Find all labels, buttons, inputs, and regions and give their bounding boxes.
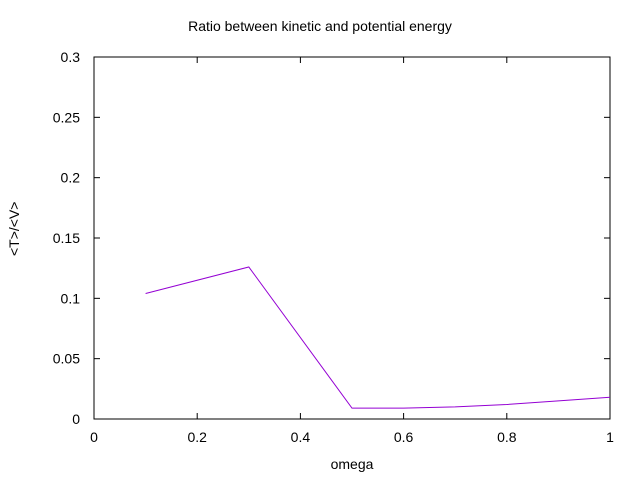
x-tick-label: 0 [90, 429, 98, 445]
x-tick-label: 0.4 [291, 429, 311, 445]
y-tick-label: 0.1 [61, 290, 81, 306]
y-tick-label: 0.05 [53, 351, 80, 367]
y-axis-label: <T>/<V> [6, 201, 22, 256]
y-tick-label: 0 [72, 411, 80, 427]
x-tick-label: 0.8 [497, 429, 517, 445]
y-tick-label: 0.15 [53, 230, 80, 246]
x-axis-label: omega [330, 456, 374, 472]
y-axis-ticks: 0 0.05 0.1 0.15 0.2 0.25 0.3 [53, 49, 610, 427]
x-axis-ticks: 0 0.2 0.4 0.6 0.8 1 [90, 57, 614, 445]
x-tick-label: 0.2 [187, 429, 207, 445]
series-group [145, 266, 611, 409]
chart-title: Ratio between kinetic and potential ener… [188, 18, 452, 34]
plot-area-frame [93, 56, 611, 420]
x-tick-label: 0.6 [394, 429, 414, 445]
y-tick-label: 0.25 [53, 109, 80, 125]
x-tick-label: 1 [606, 429, 614, 445]
series-line [145, 266, 611, 409]
y-tick-label: 0.2 [61, 170, 81, 186]
y-tick-label: 0.3 [61, 49, 81, 65]
